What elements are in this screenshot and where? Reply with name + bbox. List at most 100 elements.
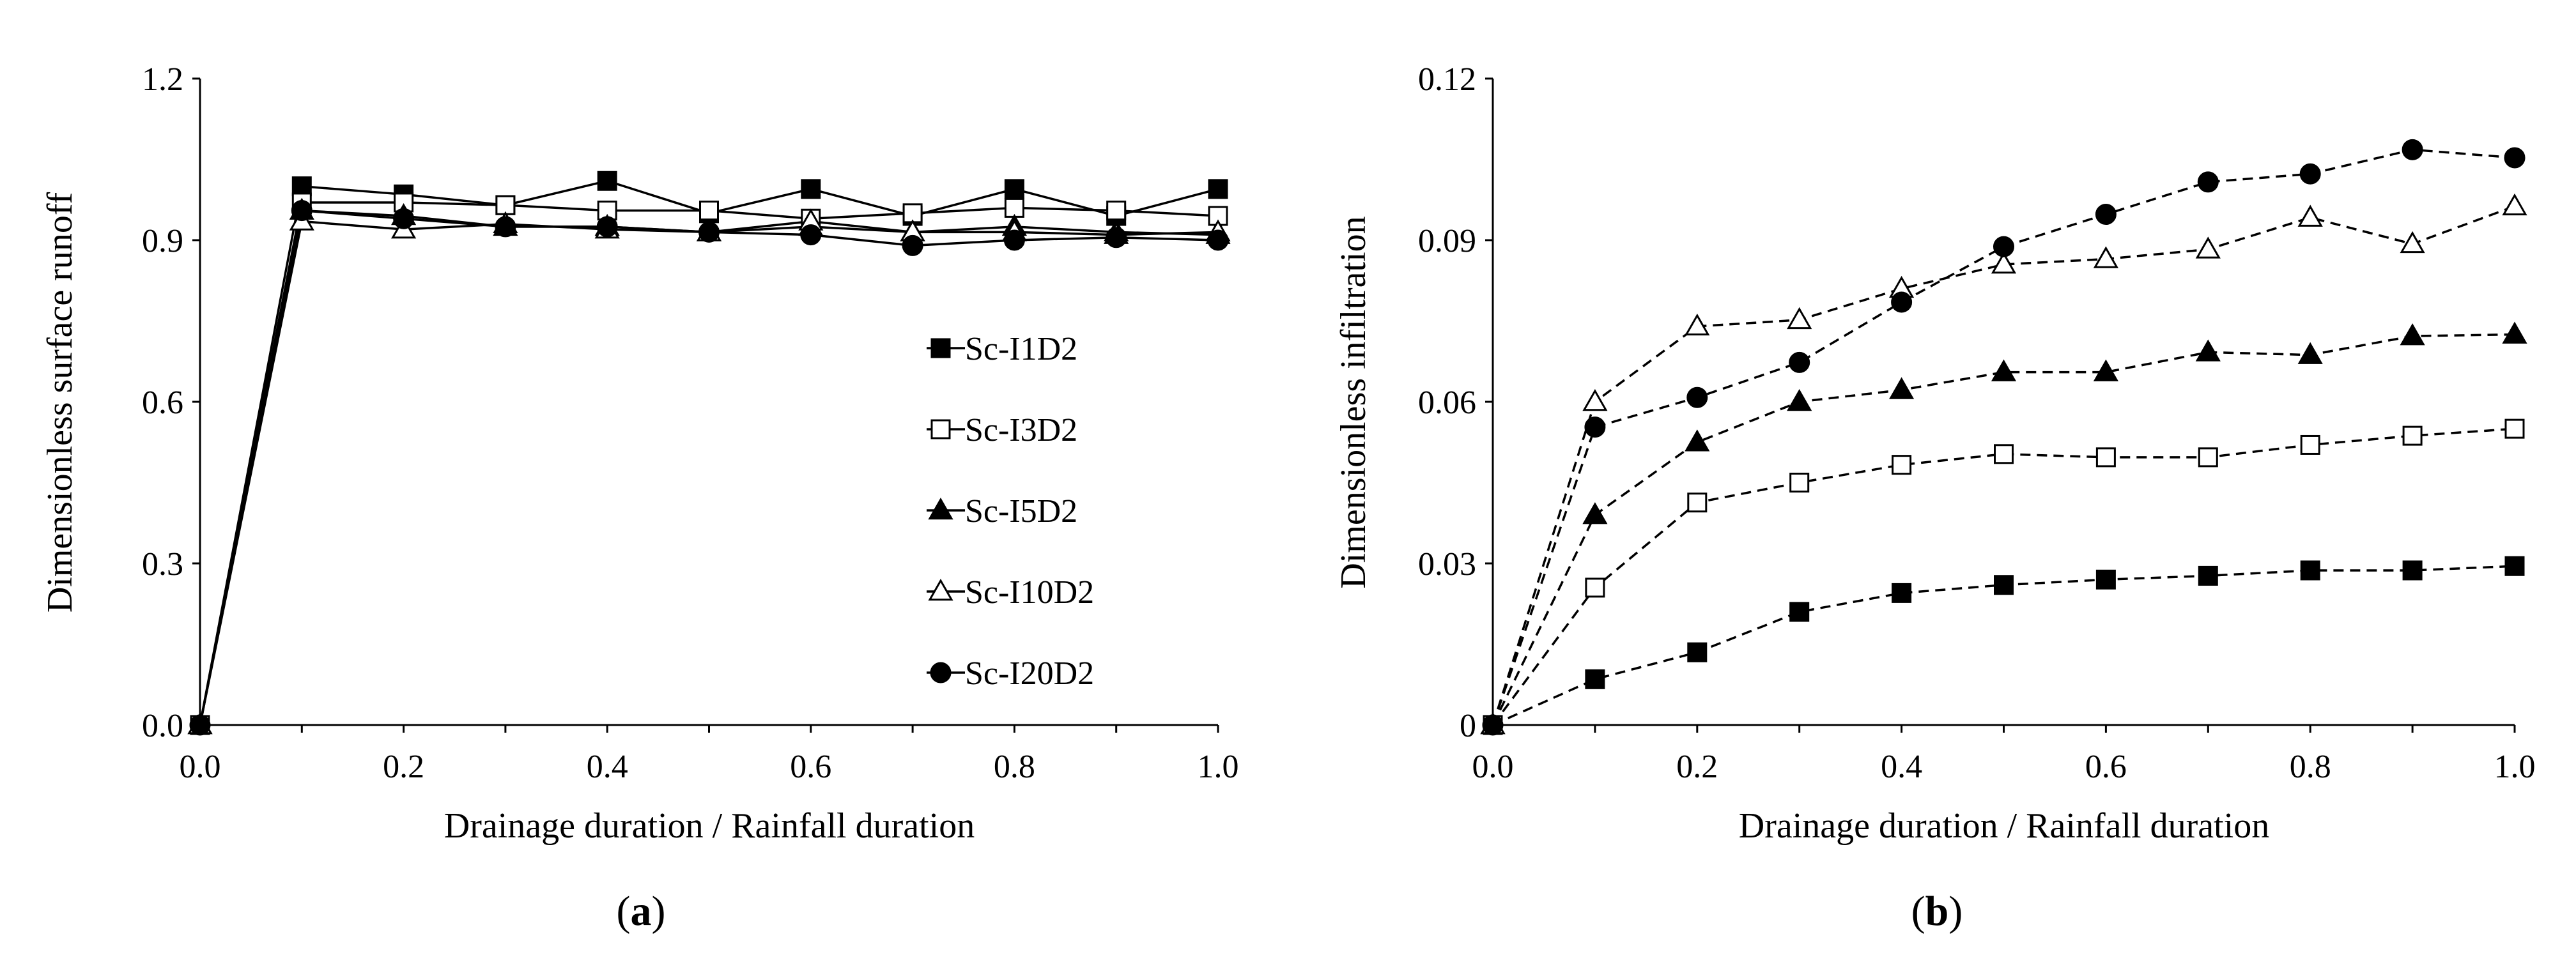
panel-b-series-sc-i1d2-point [1892,583,1912,603]
panel-b-series-sc-i5d2-point [2502,321,2527,344]
panel-a-series-sc-i20d2-point [495,216,516,238]
panel-b-y-tick-label: 0.12 [1418,61,1476,98]
panel-a-y-tick-label: 0.0 [142,708,183,744]
panel-a-y-tick-label: 0.6 [142,385,183,421]
panel-a-series-sc-i20d2-point [189,714,211,736]
panel-b-series-sc-i1d2-point [1994,575,2014,595]
panel-b-label-letter: b [1925,888,1949,935]
panel-b-series-sc-i5d2-point [2093,359,2118,381]
panel-b-series-sc-i10d2-point [2502,193,2527,216]
panel-a-legend-sc-i20d2-label: Sc-I20D2 [965,655,1094,692]
panel-b-series-sc-i1d2-point [2198,565,2218,586]
panel-b-series-sc-i3d2-point [2095,447,2116,468]
panel-a-x-tick-label: 0.0 [180,749,221,785]
panel-b-y-tick-label: 0.06 [1418,385,1476,421]
panel-b-series-sc-i1d2-point [2402,560,2423,581]
panel-a-series-sc-i20d2-line [199,209,1219,726]
panel-a-series-sc-i5d2-line [199,209,1219,726]
panel-b-series-sc-i20d2-point [2504,147,2526,169]
panel-a-series-sc-i20d2-point [596,216,618,238]
panel-a-x-tick-label: 1.0 [1198,749,1239,785]
panel-a-legend-sc-i5d2-label: Sc-I5D2 [965,493,1077,530]
panel-a-y-tick-label: 0.3 [142,546,183,583]
panel-a-x-tick-label: 0.8 [994,749,1035,785]
panel-b-series-sc-i5d2-point [1787,388,1812,411]
panel-b-series-sc-i1d2-point [2095,569,2116,590]
panel-a-legend-sc-i20d2-marker [930,662,952,683]
panel-b-x-tick-label: 1.0 [2494,749,2536,785]
panel-b-series-sc-i20d2-point [1686,386,1708,408]
panel-a-x-tick-label: 0.6 [790,749,831,785]
panel-a-series-sc-i3d2-point [699,201,719,221]
panel-b-series-sc-i10d2-point [1787,307,1812,330]
panel-a-legend-sc-i3d2-label: Sc-I3D2 [965,412,1077,448]
panel-a-x-tick-label: 0.2 [383,749,424,785]
panel-a-series-sc-i3d2-point [902,203,923,224]
panel-b-series-sc-i1d2-point [2504,556,2525,576]
panel-b-y-tick-label: 0.03 [1418,546,1476,583]
panel-b-series-sc-i10d2-point [1582,388,1608,411]
panel-b-series-sc-i5d2-point [1582,502,1608,524]
panel-b-series-sc-i20d2-line [1492,148,2515,726]
panel-a-y-tick-label: 0.9 [142,223,183,259]
panel-b-series-sc-i5d2-point [1889,377,1915,399]
panel-b-series-sc-i1d2-point [1687,642,1708,662]
panel-b-series-sc-i20d2-point [2402,139,2423,160]
panel-b-x-tick-label: 0.0 [1472,749,1514,785]
panel-b-x-tick-label: 0.8 [2290,749,2331,785]
panel-b-series-sc-i3d2-point [2198,447,2218,468]
panel-a: 0.0 0.3 0.6 0.9 1.2 0.0 0.2 0.4 0.6 0.8 1.0 Sc-I1D2… [40,61,1239,935]
panel-b-xlabel: Drainage duration / Rainfall duration [1739,806,2269,846]
panel-a-legend-sc-i3d2-marker [930,419,951,439]
panel-b-series-sc-i1d2-point [2300,560,2320,581]
panel-a-series-sc-i3d2-line [199,201,1219,726]
panel-a-label: (a) [617,888,666,935]
panel-a-legend-sc-i5d2-marker [928,497,953,520]
panel-a-xlabel: Drainage duration / Rainfall duration [444,806,975,846]
panel-a-series-sc-i1d2-line [199,179,1219,726]
panel-b-series-sc-i10d2-point [2297,204,2323,227]
panel-b-series-sc-i1d2-point [1585,669,1605,689]
panel-b-label: (b) [1911,888,1963,935]
panel-b-series-sc-i10d2-line [1492,205,2515,726]
panel-b-series-sc-i10d2-point [2400,231,2425,254]
panel-b-y-tick-label: 0.09 [1418,223,1476,259]
panel-b: 0 0.03 0.06 0.09 0.12 0.0 0.2 0.4 0.6 0.8 1.0 Dime… [1334,61,2536,935]
panel-b-series-sc-i3d2-point [1892,455,1912,475]
panel-a-series-sc-i20d2-point [902,234,923,256]
panel-b-series-sc-i20d2-point [1584,416,1606,438]
panel-b-x-tick-label: 0.4 [1881,749,1922,785]
panel-b-series-sc-i10d2-point [2195,236,2221,259]
panel-b-series-sc-i3d2-point [1585,577,1605,598]
panel-a-series-sc-i20d2-point [800,224,822,246]
panel-a-plot: 0.0 0.3 0.6 0.9 1.2 0.0 0.2 0.4 0.6 0.8 1.0 Sc-I1D2… [142,61,1239,785]
panel-a-series-sc-i20d2-point [393,208,415,229]
panel-b-series-sc-i1d2-point [1789,602,1810,622]
panel-b-ylabel: Dimensionless infiltration [1334,216,1373,588]
panel-b-series-sc-i3d2-point [1789,473,1810,492]
panel-a-series-sc-i20d2-point [1003,229,1025,251]
panel-b-plot: 0 0.03 0.06 0.09 0.12 0.0 0.2 0.4 0.6 0.8 1.0 [1418,61,2536,785]
panel-b-series-sc-i10d2-point [2093,246,2118,268]
panel-b-series-sc-i20d2-point [1789,351,1810,373]
panel-b-series-sc-i5d2-point [2195,339,2221,362]
panel-a-series-sc-i20d2-point [1207,229,1229,251]
panel-a-series-sc-i3d2-point [1106,201,1127,221]
panel-b-series-sc-i5d2-point [1685,429,1710,452]
panel-b-series-sc-i3d2-point [1994,444,2014,464]
panel-b-series-sc-i3d2-point [2300,434,2320,455]
panel-b-series-sc-i3d2-point [2402,425,2423,446]
panel-a-y-tick-label: 1.2 [142,61,183,98]
panel-b-series-sc-i20d2-point [1891,291,1913,313]
panel-a-series-sc-i1d2-point [597,171,617,191]
panel-a-series-sc-i10d2-line [199,220,1219,726]
panel-b-series-sc-i5d2-point [1991,359,2017,381]
panel-b-y-tick-label: 0 [1460,708,1476,744]
panel-a-series-sc-i20d2-point [1106,227,1127,248]
panel-b-x-tick-label: 0.2 [1676,749,1718,785]
panel-b-series-sc-i20d2-point [1993,236,2014,257]
panel-a-legend-sc-i1d2-label: Sc-I1D2 [965,331,1077,367]
panel-b-series-sc-i20d2-point [2197,171,2219,193]
panel-b-series-sc-i10d2-point [1991,251,2017,274]
